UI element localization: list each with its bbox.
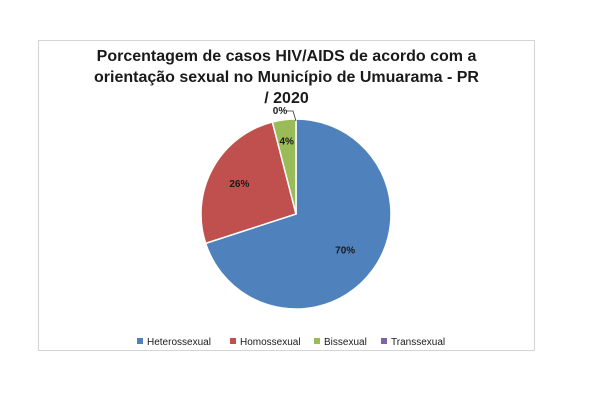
chart-frame: Porcentagem de casos HIV/AIDS de acordo … (38, 40, 535, 351)
data-label-heterossexual: 70% (335, 246, 355, 257)
legend-swatch-bissexual (314, 338, 320, 345)
legend-item-bissexual: Bissexual (314, 337, 367, 348)
legend-label-transsexual: Transsexual (391, 337, 446, 348)
pie-chart: 70% 26% 4% 0% (200, 106, 392, 310)
legend-item-homossexual: Homossexual (230, 337, 301, 348)
data-label-transsexual: 0% (273, 106, 288, 117)
legend-swatch-transsexual (381, 338, 387, 345)
legend-swatch-homossexual (230, 338, 236, 345)
chart-title-line-2: orientação sexual no Município de Umuara… (94, 69, 479, 86)
data-label-homossexual: 26% (229, 179, 249, 190)
legend-item-heterossexual: Heterossexual (137, 337, 211, 348)
pie-slice-homossexual (200, 121, 297, 245)
chart-title-line-1: Porcentagem de casos HIV/AIDS de acordo … (96, 48, 477, 65)
chart-title: Porcentagem de casos HIV/AIDS de acordo … (39, 46, 534, 109)
data-label-bissexual: 4% (279, 136, 294, 147)
legend-label-bissexual: Bissexual (324, 337, 367, 348)
pie-slice-bissexual (271, 118, 297, 215)
pie-slice-heterossexual (204, 118, 392, 310)
legend-label-homossexual: Homossexual (240, 337, 301, 348)
leader-line-transsexual (286, 110, 297, 122)
legend-item-transsexual: Transsexual (381, 337, 445, 348)
legend-swatch-heterossexual (137, 338, 143, 345)
chart-title-line-3: / 2020 (264, 90, 309, 107)
legend-label-heterossexual: Heterossexual (147, 337, 211, 348)
